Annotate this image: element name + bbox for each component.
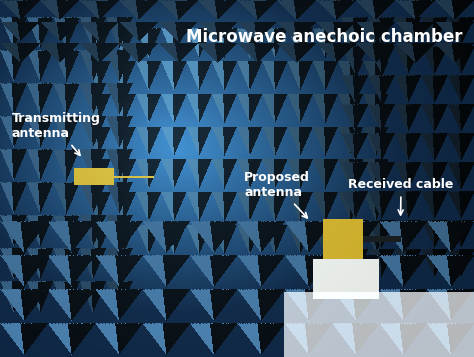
Text: Transmitting
antenna: Transmitting antenna (12, 112, 100, 155)
Text: Received cable: Received cable (348, 178, 454, 215)
Text: Proposed
antenna: Proposed antenna (244, 171, 310, 218)
Text: Microwave anechoic chamber: Microwave anechoic chamber (186, 29, 463, 46)
